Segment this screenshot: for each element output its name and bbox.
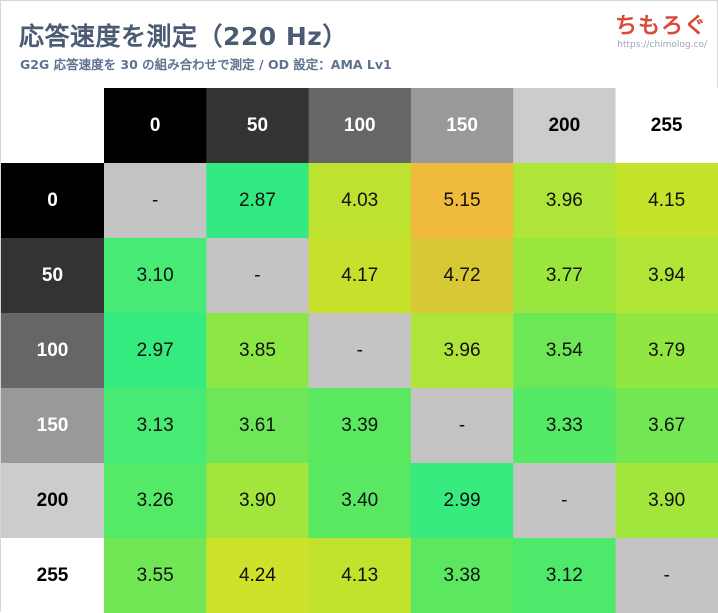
heatmap-chart: 0 50 100 150 200 255 0 - 2.87 4.03 5.15 3.96 4.15 50 3… bbox=[1, 88, 718, 613]
cell-value-label: 3.96 bbox=[444, 340, 481, 361]
column-header-label: 150 bbox=[446, 115, 478, 136]
row-header-label: 100 bbox=[37, 340, 69, 361]
cell-value-label: 4.72 bbox=[444, 265, 481, 286]
cell-value-label: - bbox=[152, 190, 158, 211]
cell-value-label: 3.39 bbox=[341, 415, 378, 436]
cell-value-label: 3.90 bbox=[648, 490, 685, 511]
cell-value-label: 5.15 bbox=[444, 190, 481, 211]
cell-value-label: 3.10 bbox=[137, 265, 174, 286]
cell-value-label: 4.24 bbox=[239, 565, 276, 586]
cell-value-label: - bbox=[561, 490, 567, 511]
cell-value-label: 4.15 bbox=[648, 190, 685, 211]
logo-url: https://chimolog.co/ bbox=[615, 40, 707, 50]
cell-value-label: 4.17 bbox=[341, 265, 378, 286]
cell-value-label: 3.79 bbox=[648, 340, 685, 361]
row-header-label: 50 bbox=[42, 265, 63, 286]
cell-value-label: 3.12 bbox=[546, 565, 583, 586]
cell-value-label: 2.99 bbox=[444, 490, 481, 511]
site-logo: ちもろぐ https://chimolog.co/ bbox=[615, 8, 707, 50]
cell-value-label: 3.67 bbox=[648, 415, 685, 436]
cell-value-label: 3.54 bbox=[546, 340, 583, 361]
cell-value-label: 3.13 bbox=[137, 415, 174, 436]
cell-value-label: - bbox=[459, 415, 465, 436]
column-header-label: 0 bbox=[150, 115, 161, 136]
cell-value-label: 3.85 bbox=[239, 340, 276, 361]
chart-subtitle: G2G 応答速度を 30 の組み合わせで測定 / OD 設定：AMA Lv1 bbox=[20, 54, 392, 73]
cell-value-label: 2.87 bbox=[239, 190, 276, 211]
cell-value-label: 3.40 bbox=[341, 490, 378, 511]
cell-value-label: - bbox=[357, 340, 363, 361]
column-header-label: 200 bbox=[548, 115, 580, 136]
row-header-label: 150 bbox=[37, 415, 69, 436]
column-header-label: 100 bbox=[344, 115, 376, 136]
cell-value-label: 3.77 bbox=[546, 265, 583, 286]
cell-value-label: 3.26 bbox=[137, 490, 174, 511]
cell-value-label: 4.03 bbox=[341, 190, 378, 211]
cell-value-label: 3.38 bbox=[444, 565, 481, 586]
logo-mark: ちもろぐ bbox=[615, 8, 707, 40]
chart-title: 応答速度を測定（220 Hz） bbox=[19, 17, 348, 53]
row-header-label: 200 bbox=[37, 490, 69, 511]
cell-value-label: - bbox=[254, 265, 260, 286]
cell-value-label: 2.97 bbox=[137, 340, 174, 361]
cell-value-label: 3.61 bbox=[239, 415, 276, 436]
cell-value-label: 3.33 bbox=[546, 415, 583, 436]
column-header-label: 50 bbox=[247, 115, 268, 136]
cell-value-label: 4.13 bbox=[341, 565, 378, 586]
cell-value-label: 3.55 bbox=[137, 565, 174, 586]
cell-value-label: 3.96 bbox=[546, 190, 583, 211]
cell-value-label: 3.94 bbox=[648, 265, 685, 286]
row-header-label: 0 bbox=[47, 190, 58, 211]
column-header-label: 255 bbox=[651, 115, 683, 136]
cell-value-label: - bbox=[663, 565, 669, 586]
cell-value-label: 3.90 bbox=[239, 490, 276, 511]
row-header-label: 255 bbox=[37, 565, 69, 586]
